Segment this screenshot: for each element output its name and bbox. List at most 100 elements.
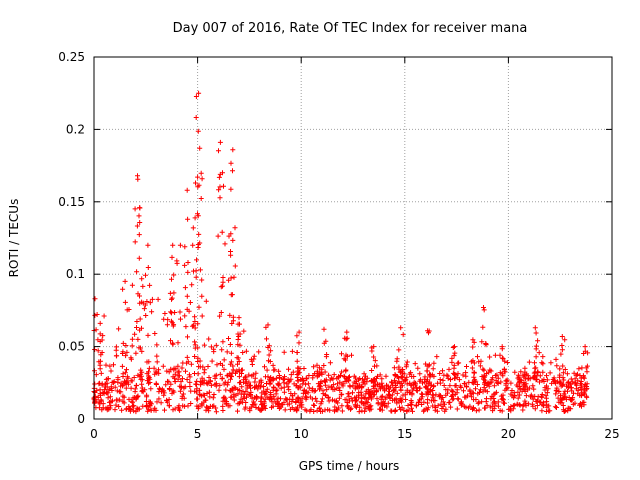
data-point bbox=[228, 186, 234, 192]
data-point bbox=[135, 291, 141, 297]
data-point bbox=[573, 386, 579, 392]
data-point bbox=[311, 364, 317, 370]
data-point bbox=[424, 368, 430, 374]
data-point bbox=[239, 384, 245, 390]
data-point bbox=[487, 404, 493, 410]
data-point bbox=[323, 338, 329, 344]
data-point bbox=[187, 374, 193, 380]
data-point bbox=[192, 314, 198, 320]
data-point bbox=[462, 394, 468, 400]
data-point bbox=[170, 341, 176, 347]
data-point bbox=[304, 376, 310, 382]
data-point bbox=[356, 384, 362, 390]
data-point bbox=[107, 363, 113, 369]
data-point bbox=[379, 376, 385, 382]
data-point bbox=[466, 405, 471, 411]
data-point bbox=[196, 404, 202, 410]
data-point bbox=[149, 296, 155, 302]
data-point bbox=[509, 388, 515, 393]
data-point bbox=[533, 343, 539, 349]
data-point bbox=[322, 369, 328, 375]
data-point bbox=[508, 391, 514, 397]
data-point bbox=[265, 374, 271, 380]
data-point bbox=[453, 383, 459, 388]
data-point bbox=[147, 282, 153, 288]
data-point bbox=[217, 382, 223, 388]
data-point bbox=[129, 336, 135, 342]
data-point bbox=[536, 350, 542, 356]
data-point bbox=[217, 184, 223, 190]
data-point bbox=[412, 361, 418, 367]
data-point bbox=[94, 387, 100, 393]
data-point bbox=[275, 403, 281, 409]
data-point bbox=[547, 408, 553, 414]
data-point bbox=[413, 403, 419, 409]
data-point bbox=[195, 345, 201, 351]
data-point bbox=[356, 377, 361, 383]
data-point bbox=[161, 392, 167, 398]
data-point bbox=[191, 322, 197, 328]
data-point bbox=[131, 375, 137, 380]
data-point bbox=[396, 379, 402, 385]
data-point bbox=[573, 381, 579, 387]
data-point bbox=[303, 375, 309, 381]
data-point bbox=[236, 374, 242, 380]
data-point bbox=[115, 379, 121, 385]
data-point bbox=[391, 386, 397, 392]
data-point bbox=[501, 397, 506, 403]
data-point bbox=[351, 373, 357, 379]
data-point bbox=[248, 382, 253, 388]
data-point bbox=[120, 374, 126, 379]
data-point bbox=[176, 403, 182, 409]
data-point bbox=[447, 383, 453, 389]
data-point bbox=[296, 369, 302, 375]
data-point bbox=[143, 313, 149, 318]
data-point bbox=[419, 394, 425, 400]
data-point bbox=[122, 370, 128, 376]
data-point bbox=[115, 397, 121, 403]
data-point bbox=[558, 380, 564, 386]
data-point bbox=[283, 396, 289, 402]
data-point bbox=[206, 408, 212, 414]
data-point bbox=[494, 380, 500, 386]
data-point bbox=[169, 254, 175, 260]
data-point bbox=[584, 369, 590, 375]
data-point bbox=[565, 380, 571, 386]
data-point bbox=[263, 390, 269, 396]
data-point bbox=[229, 387, 235, 393]
data-point bbox=[236, 359, 242, 364]
data-point bbox=[348, 405, 354, 411]
data-point bbox=[351, 379, 357, 385]
data-point bbox=[362, 395, 368, 401]
data-point bbox=[411, 385, 417, 391]
data-point bbox=[180, 391, 186, 397]
data-point bbox=[561, 377, 567, 383]
data-point bbox=[205, 405, 211, 411]
data-point bbox=[448, 404, 454, 410]
data-point bbox=[166, 386, 172, 391]
data-point bbox=[404, 374, 410, 380]
data-point bbox=[344, 376, 349, 382]
data-point bbox=[132, 395, 138, 400]
data-point bbox=[301, 388, 307, 394]
data-point bbox=[321, 363, 327, 368]
data-point bbox=[249, 358, 255, 364]
data-point bbox=[270, 403, 276, 409]
data-point bbox=[343, 368, 349, 374]
data-point bbox=[392, 409, 398, 414]
data-point bbox=[226, 277, 232, 283]
data-point bbox=[444, 372, 450, 378]
data-point bbox=[236, 315, 242, 321]
data-point bbox=[434, 354, 440, 360]
data-point bbox=[241, 328, 247, 334]
data-point bbox=[99, 350, 105, 355]
y-axis-ticks: 0 0.05 0.1 0.15 0.2 0.25 bbox=[58, 50, 612, 426]
data-point bbox=[195, 184, 201, 190]
data-point bbox=[347, 383, 353, 389]
data-point bbox=[369, 378, 375, 384]
data-point bbox=[352, 395, 358, 401]
data-point bbox=[171, 367, 177, 373]
data-point bbox=[283, 397, 289, 403]
data-point bbox=[455, 396, 461, 402]
data-point bbox=[196, 90, 202, 96]
